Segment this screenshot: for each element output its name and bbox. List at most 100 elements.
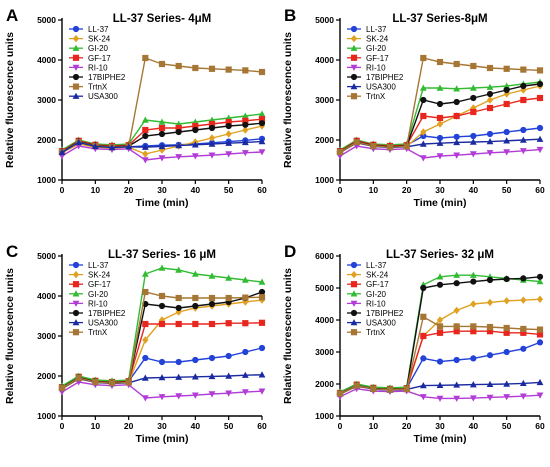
panel-a-series-17biphe2-point	[225, 122, 232, 130]
panel-a-series-gf-17-point	[225, 118, 232, 126]
panel-d-series-ll-37-point	[420, 355, 427, 362]
panel-c-legend-entry: GF-17	[69, 280, 111, 289]
panel-c-legend-entry: 17BIPHE2	[69, 309, 126, 318]
panel-c-legend-label: TrtnX	[88, 328, 108, 337]
panel-d-x-axis-label: Time (min)	[414, 433, 467, 445]
panel-b-series-gi-20-point	[436, 84, 444, 91]
panel-d-series-sk-24-point	[453, 306, 460, 315]
panel-a-series-usa300-point	[191, 141, 199, 148]
panel-a-series-trtnx-point	[158, 60, 166, 68]
panel-a-y-tick-label: 2000	[37, 135, 56, 145]
panel-d-series-gf-17-point	[453, 328, 460, 335]
panel-a-legend-entry: SK-24	[69, 35, 111, 44]
panel-c-series-usa300-point	[158, 374, 166, 381]
panel-c-series-gi-20-point	[225, 274, 233, 281]
panel-b-series-trtnx-point	[453, 60, 460, 68]
panel-c-legend-entry: GI-20	[69, 290, 109, 299]
panel-a-series-usa300-point	[175, 142, 183, 149]
panel-c-series-ll-37-point	[242, 348, 249, 356]
panel-c-series-usa300-point	[258, 371, 266, 378]
panel-b-legend-entry: SK-24	[347, 35, 389, 44]
panel-a-legend-entry: RI-10	[69, 63, 108, 72]
panel-c-x-tick-label: 0	[60, 421, 65, 431]
panel-a-legend-marker	[72, 25, 80, 33]
panel-a-x-axis-label: Time (min)	[136, 197, 189, 209]
panel-c-series-trtnx-point	[158, 292, 166, 300]
panel-b-legend-entry: RI-10	[347, 63, 386, 72]
panel-b-series-17biphe2-point	[503, 86, 510, 94]
panel-c-x-tick-label: 60	[257, 421, 267, 431]
panel-d-series-sk-24-point	[486, 298, 494, 307]
panel-a-series-17biphe2-point	[208, 124, 216, 132]
panel-d-legend-marker	[350, 319, 358, 326]
panel-a-series-sk-24-point	[225, 130, 232, 138]
panel-d-series-usa300-point	[536, 378, 544, 386]
panel-b-legend-marker	[350, 64, 358, 71]
panel-a-series-ri-10-point	[258, 149, 266, 156]
panel-c-x-tick-label: 30	[157, 421, 167, 431]
panel-c: C LL-37 Series- 16 μM Relative fluorescenc…	[4, 242, 267, 445]
panel-b-y-tick-label: 3000	[315, 95, 334, 105]
panel-d-series-ll-37-point	[436, 358, 444, 365]
panel-c-legend-label: 17BIPHE2	[88, 309, 126, 318]
panel-a-series-trtnx-point	[208, 65, 216, 72]
panel-d-series-trtnx-point	[353, 382, 360, 389]
panel-d-legend-marker	[350, 281, 358, 288]
panel-d-series-sk-24-point	[436, 316, 444, 324]
panel-b-series-gf-17-point	[503, 100, 510, 108]
panel-b-series-gf-17-point	[520, 96, 527, 104]
panel-b-series-17biphe2-point	[436, 100, 444, 108]
panel-d-series-gf-17-point	[520, 329, 527, 336]
panel-b-series-ri-10-point	[419, 155, 427, 162]
panel-a: A LL-37 Series- 4μM Relative fluorescence …	[4, 6, 267, 209]
panel-a-legend-label: USA300	[88, 92, 118, 101]
panel-c-series-gi-20-point	[258, 278, 266, 285]
panel-b-legend-entry: TrtnX	[347, 92, 386, 101]
panel-b-legend-marker	[350, 83, 358, 90]
panel-a-y-tick-label: 4000	[37, 55, 56, 65]
panel-c-series-ll-37-point	[142, 354, 149, 362]
panel-a-legend-entry: GF-17	[69, 54, 111, 63]
panel-c-y-tick-label: 3000	[37, 331, 56, 341]
panel-d-x-tick-label: 0	[338, 421, 343, 431]
panel-c-series-17biphe2-point	[208, 300, 216, 308]
panel-c-series-trtnx-point	[142, 288, 149, 296]
panel-c-series-gf-17-point	[142, 320, 149, 328]
panel-a-legend-marker	[72, 64, 80, 71]
panel-b-legend-marker	[350, 73, 358, 81]
panel-c-legend-entry: LL-37	[69, 261, 109, 270]
panel-c-series-gf-17-point	[242, 320, 249, 327]
panel-d-legend-entry: 17BIPHE2	[347, 309, 404, 318]
panel-c-legend-marker	[72, 290, 80, 297]
panel-a-legend-marker	[72, 54, 80, 61]
panel-b-series-17biphe2-point	[536, 80, 544, 88]
panel-a-y-axis-label: Relative fluorescence units	[4, 32, 16, 168]
panel-c-series-usa300-point	[191, 373, 199, 380]
panel-b-series-trtnx-point	[420, 54, 427, 62]
panel-b-y-tick-label: 2000	[315, 135, 334, 145]
panel-d-legend: LL-37SK-24GF-17GI-20RI-1017BIPHE2USA300T…	[347, 261, 404, 337]
panel-a-y-tick-label: 5000	[37, 15, 56, 25]
panel-a-series-gf-17-point	[208, 120, 216, 128]
panel-a-series-gf-17-point	[192, 122, 199, 130]
panel-b-legend-label: GF-17	[366, 54, 389, 63]
panel-a-legend: LL-37SK-24GI-20GF-17RI-1017BIPHE2TrtnXUS…	[69, 25, 126, 101]
panel-a-series-ri-10-point	[191, 153, 199, 160]
panel-d-series-trtnx-point	[520, 325, 527, 333]
panel-c-legend-label: GF-17	[88, 280, 111, 289]
panel-d-series-usa300-point	[519, 379, 527, 387]
panel-c-series-gi-20-point	[191, 270, 199, 277]
panel-c-series-gi-20-point	[158, 264, 166, 271]
panel-a-x-tick-label: 0	[60, 185, 65, 195]
panel-c-series-ri-10-point	[175, 393, 183, 400]
panel-b-series-ri-10-point	[503, 149, 511, 156]
panel-b-series-trtnx-point	[470, 62, 477, 70]
panel-b-series-trtnx-point	[520, 66, 527, 73]
panel-a-x-tick-label: 30	[157, 185, 167, 195]
panel-a-series-17biphe2-point	[142, 132, 149, 140]
panel-b-legend-entry: GI-20	[347, 44, 387, 53]
panel-d-y-tick-label: 2000	[315, 379, 334, 389]
panel-d-series-ri-10-point	[469, 395, 477, 402]
panel-c-series-gf-17-point	[192, 320, 199, 328]
panel-b-legend-marker	[350, 44, 358, 51]
